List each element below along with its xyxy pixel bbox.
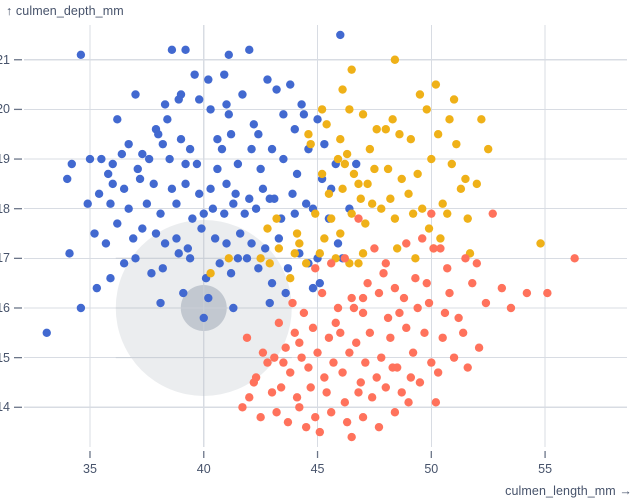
y-tick-label: 16: [0, 300, 10, 315]
y-tick-label: 21: [0, 52, 10, 67]
y-tick-label: 18: [0, 201, 10, 216]
y-tick-label: 14: [0, 400, 10, 415]
y-tick-label: 15: [0, 350, 10, 365]
y-axis-title: ↑ culmen_depth_mm: [6, 4, 124, 18]
x-tick-label: 40: [196, 462, 211, 476]
x-tick-label: 50: [424, 462, 439, 476]
tick-marks: [14, 59, 546, 458]
y-tick-label: 19: [0, 152, 10, 167]
x-tick-label: 45: [310, 462, 325, 476]
x-axis-title: culmen_length_mm →: [505, 484, 632, 498]
cursor-highlight: [115, 219, 292, 396]
x-tick-label: 55: [538, 462, 553, 476]
y-tick-label: 17: [0, 251, 10, 266]
data-points: [42, 30, 579, 442]
x-tick-label: 35: [83, 462, 97, 476]
y-tick-label: 20: [0, 102, 10, 117]
